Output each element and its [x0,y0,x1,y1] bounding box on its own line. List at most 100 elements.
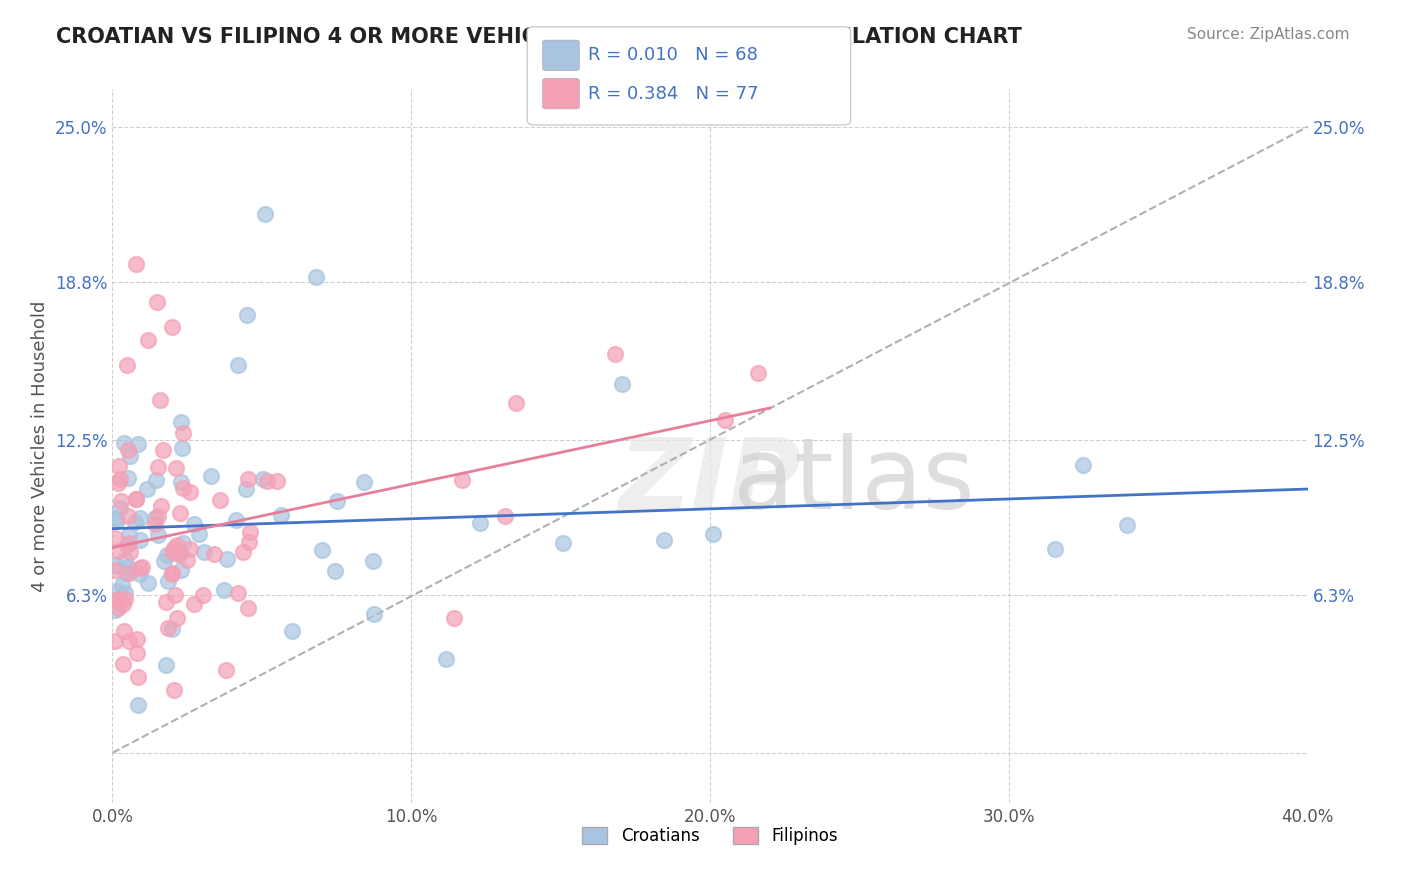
Point [165,461,187,475]
Point [124,491,146,506]
Point [104,558,127,573]
Point [505,395,527,409]
Point [235,482,257,496]
Point [353,475,375,490]
Point [108,459,131,474]
Point [238,535,260,549]
Legend: Croatians, Filipinos: Croatians, Filipinos [575,820,845,852]
Point [238,601,260,615]
Point [172,441,194,455]
Point [128,511,150,525]
Point [610,377,633,392]
Point [236,308,259,322]
Point [149,499,172,513]
Point [179,542,201,557]
Point [107,475,129,490]
Point [146,295,169,310]
Point [214,663,236,677]
Point [200,468,222,483]
Point [162,567,184,582]
Point [112,435,135,450]
Point [202,547,225,561]
Point [212,583,235,598]
Point [128,566,150,581]
Text: CROATIAN VS FILIPINO 4 OR MORE VEHICLES IN HOUSEHOLD CORRELATION CHART: CROATIAN VS FILIPINO 4 OR MORE VEHICLES … [56,27,1022,46]
Point [179,485,201,500]
Point [232,545,254,559]
Point [256,474,278,488]
Point [553,536,575,550]
Point [124,515,146,529]
Point [652,533,675,547]
Point [162,545,184,559]
Point [747,367,769,381]
Point [125,257,148,271]
Point [138,333,160,347]
Point [172,425,194,440]
Point [104,634,127,648]
Point [120,449,142,463]
Point [111,597,134,611]
Point [108,501,131,516]
Point [155,657,177,672]
Point [157,621,180,635]
Point [148,508,170,523]
Text: Source: ZipAtlas.com: Source: ZipAtlas.com [1187,27,1350,42]
Point [114,591,136,606]
Point [252,472,274,486]
Point [166,610,188,624]
Point [112,624,135,639]
Point [169,547,191,561]
Point [1116,518,1139,533]
Point [115,566,138,580]
Point [193,545,215,559]
Point [468,516,491,530]
Point [110,493,132,508]
Point [157,574,180,588]
Point [131,560,153,574]
Point [165,588,187,602]
Text: ZIP: ZIP [619,434,801,530]
Point [127,632,149,646]
Point [170,563,193,577]
Point [156,548,179,562]
Point [183,516,205,531]
Point [1073,458,1095,472]
Point [152,443,174,458]
Point [162,566,184,581]
Point [104,563,127,577]
Point [117,538,139,552]
Point [217,552,239,566]
Point [105,513,128,527]
Point [152,554,174,568]
Point [305,270,328,285]
Text: atlas: atlas [733,434,974,530]
Point [713,413,735,427]
Point [120,545,142,559]
Point [253,207,276,221]
Point [160,622,183,636]
Point [166,538,188,552]
Point [166,547,188,561]
Point [146,459,169,474]
Point [172,481,194,495]
Point [149,392,172,407]
Point [117,358,139,372]
Point [451,474,474,488]
Point [118,634,141,648]
Point [270,508,292,522]
Point [128,561,150,575]
Point [107,584,129,599]
Point [172,535,194,549]
Point [238,472,260,486]
Point [104,593,127,607]
Point [170,475,193,489]
Point [118,535,141,549]
Point [107,544,129,558]
Point [127,437,149,451]
Point [127,646,149,660]
Point [114,553,136,567]
Point [169,506,191,520]
Point [143,516,166,531]
Point [104,603,127,617]
